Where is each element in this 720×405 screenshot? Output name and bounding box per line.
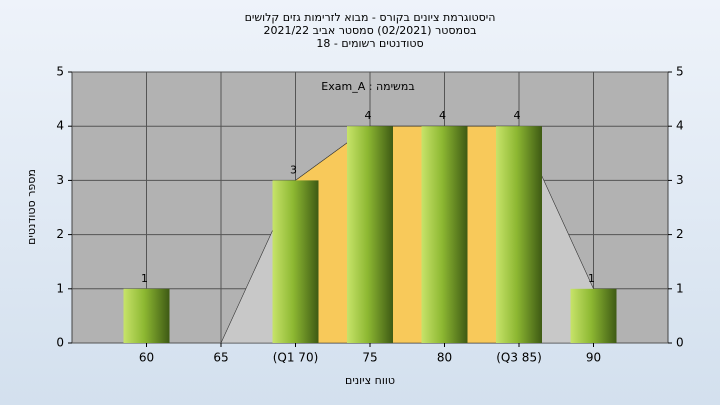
y-tick-label: 1 <box>56 281 64 295</box>
data-label: 4 <box>365 109 372 122</box>
y2-tick-label: 5 <box>676 65 684 79</box>
x-tick-label: 80 <box>437 351 452 365</box>
y-tick-label: 2 <box>56 227 64 241</box>
x-tick-label: (Q3 85) <box>496 351 542 365</box>
data-label: 1 <box>588 272 595 285</box>
x-tick-label: (Q1 70) <box>273 351 319 365</box>
x-tick-label: 60 <box>139 351 154 365</box>
y2-tick-label: 1 <box>676 281 684 295</box>
x-axis-label: טווח ציונים <box>345 374 395 387</box>
y2-tick-label: 4 <box>676 119 684 133</box>
x-tick-label: 90 <box>586 351 601 365</box>
y-tick-label: 4 <box>56 119 64 133</box>
bar <box>570 288 617 343</box>
annotation: Exam_A : במשימה <box>321 80 414 93</box>
data-label: 4 <box>439 109 446 122</box>
y-tick-label: 0 <box>56 336 64 350</box>
chart-subtitle: סטודנטים רשומים - 18 <box>316 37 423 50</box>
y2-tick-label: 2 <box>676 227 684 241</box>
x-tick-label: 65 <box>213 351 228 365</box>
chart-subtitle: בסמסטר (02/2021) סמסטר אביב 2021/22 <box>263 24 476 37</box>
y-axis-label: מספר סטודנטים <box>25 169 38 245</box>
bar <box>272 180 319 343</box>
y2-tick-label: 3 <box>676 173 684 187</box>
data-label: 1 <box>141 272 148 285</box>
y-tick-label: 5 <box>56 65 64 79</box>
bar <box>496 126 542 343</box>
y-tick-label: 3 <box>56 173 64 187</box>
bar <box>123 288 170 343</box>
data-label: 3 <box>290 163 297 176</box>
chart-title: היסטוגרמת ציונים בקורס - מבוא לזרימות גז… <box>245 11 496 24</box>
bar <box>421 126 468 343</box>
quartile-area <box>295 125 520 344</box>
bar <box>347 126 393 343</box>
x-tick-label: 75 <box>362 351 377 365</box>
y2-tick-label: 0 <box>676 336 684 350</box>
data-label: 4 <box>514 109 521 122</box>
